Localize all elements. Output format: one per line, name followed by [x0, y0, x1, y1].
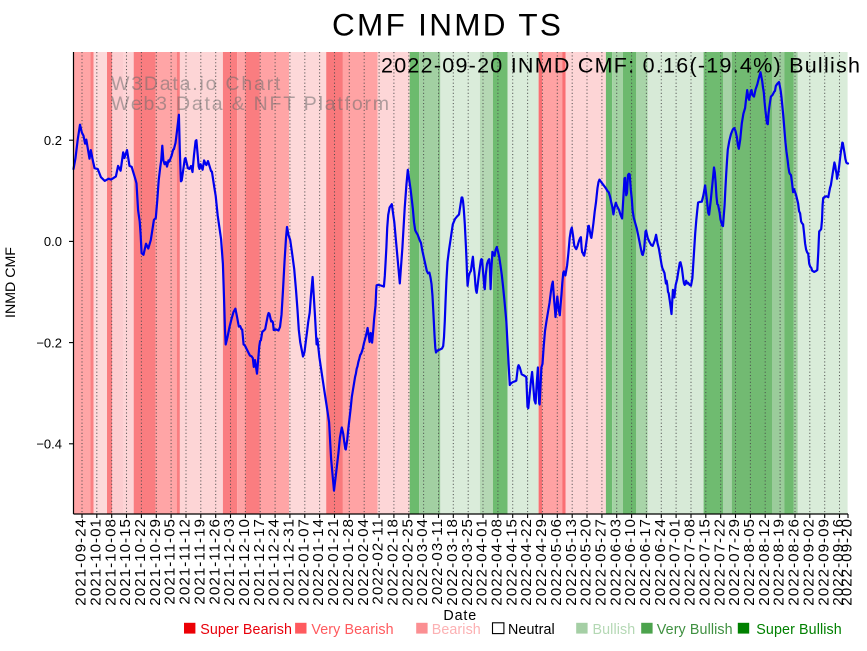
svg-text:Web3 Data & NFT Platform: Web3 Data & NFT Platform — [111, 93, 391, 115]
svg-text:2022-06-03: 2022-06-03 — [607, 518, 624, 606]
svg-text:2022-07-22: 2022-07-22 — [711, 518, 728, 606]
svg-text:Bearish: Bearish — [432, 622, 481, 638]
svg-text:2021-12-31: 2021-12-31 — [281, 518, 298, 606]
svg-text:2022-06-10: 2022-06-10 — [622, 518, 639, 606]
svg-text:2021-10-22: 2021-10-22 — [132, 518, 149, 606]
svg-text:Neutral: Neutral — [508, 622, 555, 638]
svg-text:2021-12-24: 2021-12-24 — [266, 518, 283, 606]
svg-text:2022-04-15: 2022-04-15 — [503, 518, 520, 606]
svg-text:2022-08-26: 2022-08-26 — [786, 518, 803, 606]
svg-text:W3Data.io Chart: W3Data.io Chart — [111, 73, 282, 95]
svg-text:INMD CMF: INMD CMF — [3, 247, 19, 318]
svg-text:2022-06-24: 2022-06-24 — [652, 518, 669, 606]
svg-text:2022-05-06: 2022-05-06 — [548, 518, 565, 606]
svg-text:2022-03-11: 2022-03-11 — [429, 518, 446, 605]
svg-text:2022-03-04: 2022-03-04 — [414, 518, 431, 606]
svg-text:2022-07-15: 2022-07-15 — [696, 518, 713, 606]
svg-text:2022-01-28: 2022-01-28 — [340, 518, 357, 606]
svg-text:2022-08-12: 2022-08-12 — [756, 518, 773, 606]
svg-text:2022-06-17: 2022-06-17 — [637, 518, 654, 606]
svg-text:2022-05-13: 2022-05-13 — [563, 518, 580, 606]
svg-text:2022-05-27: 2022-05-27 — [593, 518, 610, 606]
svg-text:2021-11-26: 2021-11-26 — [206, 518, 223, 605]
svg-text:2022-09-09: 2022-09-09 — [815, 518, 832, 606]
svg-text:2022-04-22: 2022-04-22 — [518, 518, 535, 606]
svg-text:Super Bullish: Super Bullish — [756, 622, 842, 638]
svg-text:2021-10-08: 2021-10-08 — [102, 518, 119, 606]
svg-text:2021-09-24: 2021-09-24 — [73, 518, 90, 606]
svg-text:Very Bullish: Very Bullish — [657, 622, 733, 638]
svg-text:Bullish: Bullish — [593, 622, 636, 638]
svg-text:2021-11-19: 2021-11-19 — [191, 518, 208, 605]
svg-text:2022-07-08: 2022-07-08 — [682, 518, 699, 606]
svg-text:0.2: 0.2 — [44, 133, 62, 148]
svg-text:2022-01-07: 2022-01-07 — [295, 518, 312, 606]
svg-text:2022-02-04: 2022-02-04 — [355, 518, 372, 606]
svg-text:2022-09-20: 2022-09-20 — [839, 518, 856, 606]
svg-text:2021-12-10: 2021-12-10 — [236, 518, 253, 606]
svg-text:2022-09-02: 2022-09-02 — [800, 518, 817, 606]
svg-text:2021-10-15: 2021-10-15 — [117, 518, 134, 606]
svg-text:2022-04-01: 2022-04-01 — [474, 518, 491, 606]
svg-text:2022-07-29: 2022-07-29 — [726, 518, 743, 606]
svg-text:2022-02-11: 2022-02-11 — [370, 518, 387, 605]
svg-text:2022-03-18: 2022-03-18 — [444, 518, 461, 606]
svg-text:2021-12-17: 2021-12-17 — [251, 518, 268, 606]
svg-text:CMF INMD TS: CMF INMD TS — [332, 7, 563, 43]
svg-text:0.0: 0.0 — [44, 234, 62, 249]
svg-text:2022-04-29: 2022-04-29 — [533, 518, 550, 606]
svg-text:2021-10-29: 2021-10-29 — [147, 518, 164, 606]
svg-text:−0.4: −0.4 — [36, 437, 62, 452]
svg-text:Very Bearish: Very Bearish — [311, 622, 393, 638]
svg-text:2022-04-08: 2022-04-08 — [489, 518, 506, 606]
svg-text:2021-12-03: 2021-12-03 — [221, 518, 238, 606]
svg-text:2022-09-20 INMD CMF: 0.16(-19.: 2022-09-20 INMD CMF: 0.16(-19.4%) Bullis… — [381, 54, 861, 78]
svg-text:2022-08-19: 2022-08-19 — [771, 518, 788, 606]
svg-text:2022-08-05: 2022-08-05 — [741, 518, 758, 606]
svg-text:2022-02-25: 2022-02-25 — [399, 518, 416, 606]
svg-text:2022-03-25: 2022-03-25 — [459, 518, 476, 606]
svg-text:2021-11-05: 2021-11-05 — [162, 518, 179, 605]
svg-text:2022-05-20: 2022-05-20 — [578, 518, 595, 606]
svg-text:2022-01-21: 2022-01-21 — [325, 518, 342, 606]
svg-text:2022-02-18: 2022-02-18 — [385, 518, 402, 606]
svg-text:2021-11-12: 2021-11-12 — [177, 518, 194, 605]
svg-text:Date: Date — [443, 608, 477, 624]
svg-text:2022-07-01: 2022-07-01 — [667, 518, 684, 606]
svg-text:Super Bearish: Super Bearish — [200, 622, 292, 638]
svg-text:2022-01-14: 2022-01-14 — [310, 518, 327, 606]
svg-text:2021-10-01: 2021-10-01 — [87, 518, 104, 606]
svg-text:2022-09-16: 2022-09-16 — [830, 518, 847, 606]
svg-text:−0.2: −0.2 — [36, 335, 62, 350]
